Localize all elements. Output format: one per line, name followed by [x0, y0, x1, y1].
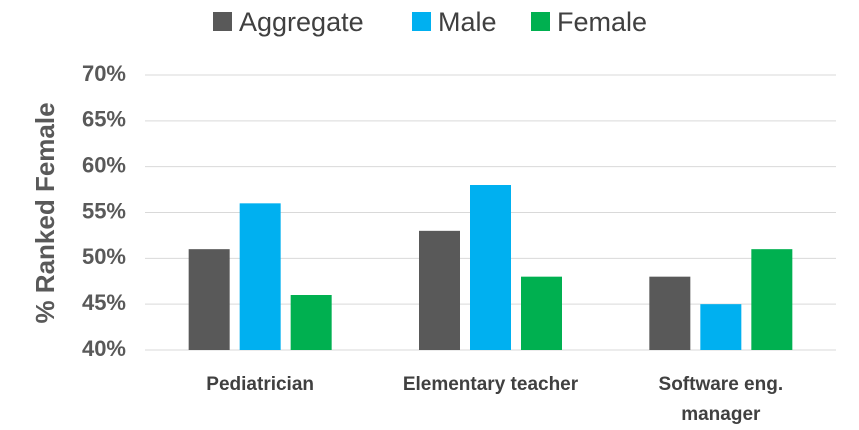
legend-label: Female — [557, 7, 647, 37]
bar-female — [751, 249, 793, 350]
y-tick-label: 70% — [82, 61, 126, 86]
bar-female — [521, 276, 562, 350]
bar-female — [290, 295, 332, 350]
x-category-label: Elementary teacher — [403, 374, 579, 395]
legend-label: Aggregate — [239, 7, 364, 37]
y-tick-label: 60% — [82, 152, 126, 177]
bar-aggregate — [649, 276, 691, 350]
legend-item-male: Male — [412, 7, 497, 37]
x-category-label: Software eng. manager — [659, 374, 784, 425]
legend-label: Male — [438, 7, 497, 37]
legend-swatch — [531, 12, 550, 31]
bars — [188, 185, 793, 350]
bar-aggregate — [419, 230, 460, 350]
y-tick-label: 45% — [82, 290, 126, 315]
legend-item-female: Female — [531, 7, 647, 37]
legend: Aggregate Male Female — [213, 7, 647, 37]
y-axis-label: % Ranked Female — [30, 102, 60, 323]
y-tick-label: 50% — [82, 244, 126, 269]
y-tick-label: 55% — [82, 198, 126, 223]
legend-item-aggregate: Aggregate — [213, 7, 364, 37]
bar-male — [470, 185, 511, 350]
y-axis-ticks: 40% 45% 50% 55% 60% 65% 70% — [82, 61, 126, 361]
bar-male — [700, 304, 742, 350]
legend-swatch — [412, 12, 431, 31]
y-tick-label: 40% — [82, 336, 126, 361]
bar-aggregate — [188, 249, 230, 350]
y-tick-label: 65% — [82, 107, 126, 132]
x-axis-categories: Pediatrician Elementary teacher Software e… — [206, 374, 783, 425]
x-category-label: Pediatrician — [206, 374, 314, 395]
legend-swatch — [213, 12, 232, 31]
bar-male — [239, 203, 281, 350]
